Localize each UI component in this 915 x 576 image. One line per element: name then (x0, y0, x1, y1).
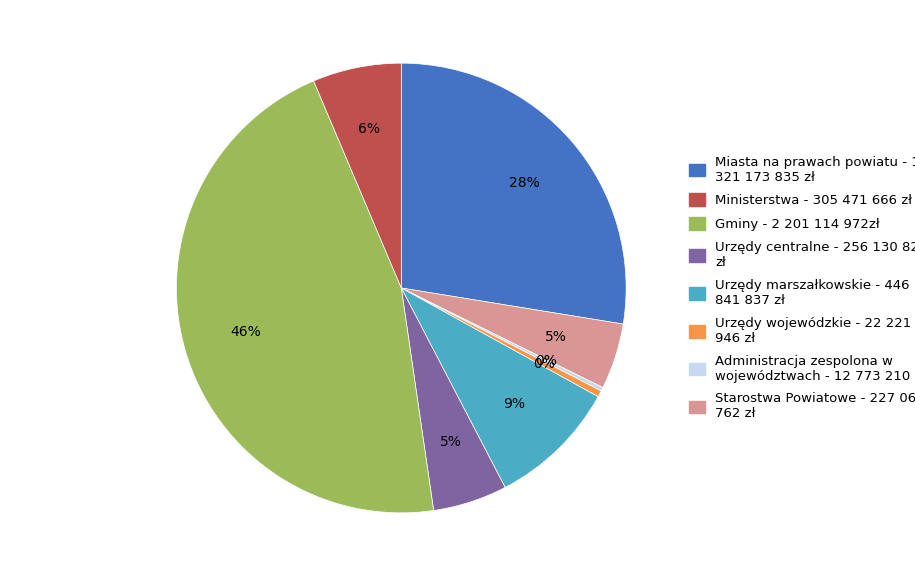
Wedge shape (177, 81, 434, 513)
Wedge shape (402, 63, 626, 324)
Text: 5%: 5% (544, 331, 566, 344)
Wedge shape (314, 63, 402, 288)
Wedge shape (402, 288, 598, 487)
Wedge shape (402, 288, 603, 391)
Text: 28%: 28% (510, 176, 540, 190)
Text: 0%: 0% (535, 354, 556, 368)
Wedge shape (402, 288, 601, 397)
Text: 46%: 46% (230, 324, 261, 339)
Wedge shape (402, 288, 623, 388)
Text: 6%: 6% (358, 122, 380, 137)
Text: 0%: 0% (533, 357, 555, 371)
Text: 9%: 9% (503, 397, 525, 411)
Text: 5%: 5% (440, 435, 462, 449)
Wedge shape (402, 288, 505, 510)
Legend: Miasta na prawach powiatu - 1
321 173 835 zł, Ministerstwa - 305 471 666 zł, Gmi: Miasta na prawach powiatu - 1 321 173 83… (689, 156, 915, 420)
